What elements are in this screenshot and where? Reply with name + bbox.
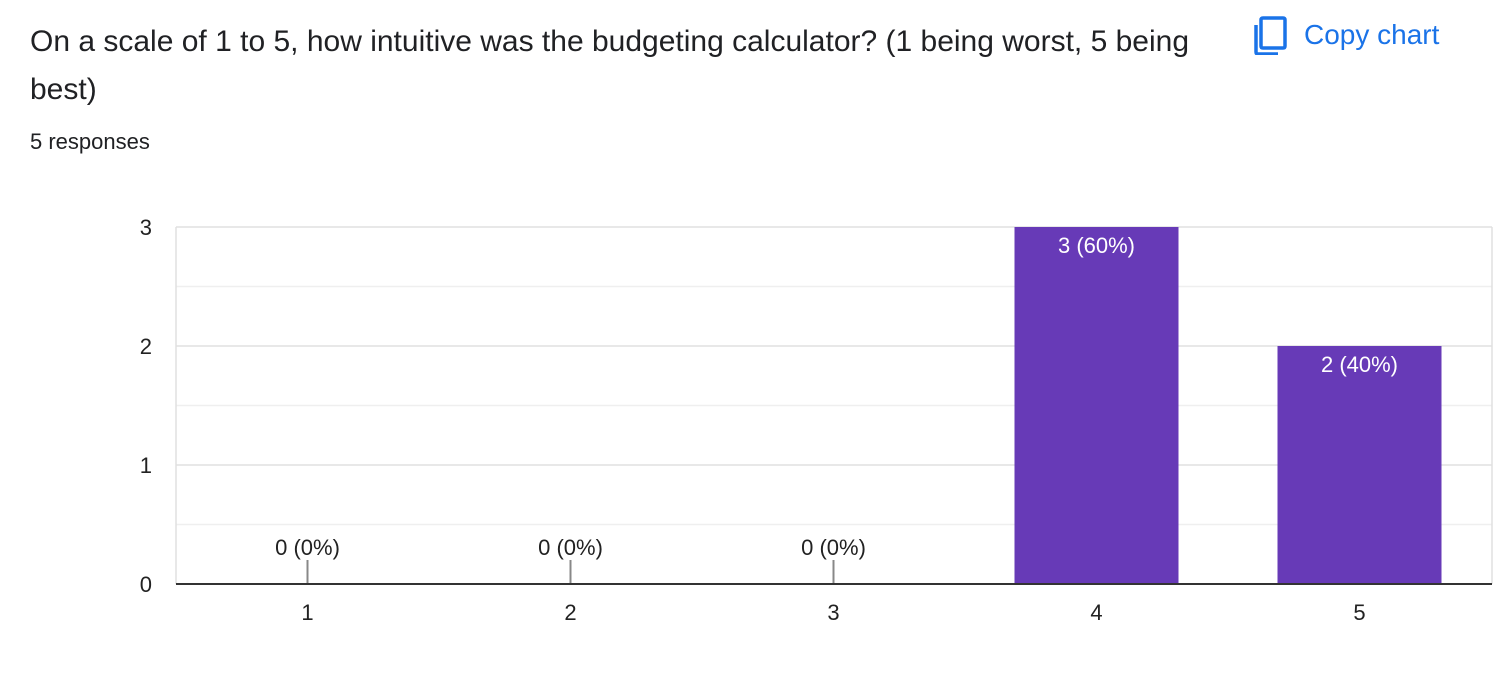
y-tick-label: 1 — [140, 453, 152, 478]
copy-icon — [1254, 15, 1288, 55]
x-tick-label: 2 — [564, 600, 576, 625]
x-tick-label: 1 — [301, 600, 313, 625]
data-label-5: 2 (40%) — [1321, 352, 1398, 377]
question-title: On a scale of 1 to 5, how intuitive was … — [30, 25, 1190, 106]
bar-5[interactable] — [1277, 346, 1442, 584]
bars — [306, 227, 1442, 584]
copy-chart-label: Copy chart — [1304, 19, 1440, 50]
copy-chart-button[interactable]: Copy chart — [1248, 10, 1445, 60]
y-tick-label: 3 — [140, 215, 152, 240]
gridlines — [175, 226, 1493, 584]
y-tick-label: 0 — [140, 572, 152, 597]
x-tick-label: 4 — [1090, 600, 1102, 625]
data-label-1: 0 (0%) — [275, 535, 340, 560]
response-count: 5 responses — [30, 129, 150, 154]
x-tick-label: 5 — [1353, 600, 1365, 625]
y-tick-label: 2 — [140, 334, 152, 359]
x-tick-label: 3 — [827, 600, 839, 625]
data-label-4: 3 (60%) — [1058, 233, 1135, 258]
data-label-3: 0 (0%) — [801, 535, 866, 560]
data-label-2: 0 (0%) — [538, 535, 603, 560]
bar-4[interactable] — [1014, 227, 1179, 584]
labels: 0 1 2 3 0 (0%) 1 0 (0%) 2 0 (0%) 3 3 (60%) 4 2 (40%)… — [140, 215, 1398, 625]
